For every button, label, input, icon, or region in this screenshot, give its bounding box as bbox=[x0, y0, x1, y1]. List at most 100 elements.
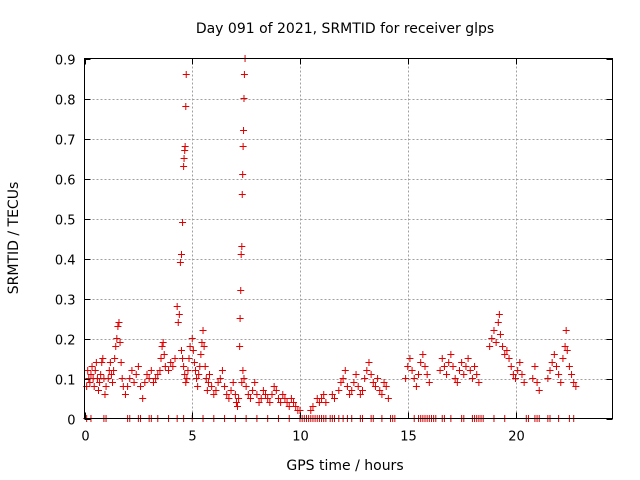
data-point bbox=[376, 387, 384, 394]
data-point bbox=[436, 367, 444, 374]
data-point bbox=[279, 391, 287, 398]
data-point bbox=[562, 327, 570, 334]
data-point bbox=[378, 391, 386, 398]
data-point bbox=[173, 303, 181, 310]
data-point bbox=[330, 395, 338, 402]
data-point bbox=[565, 363, 573, 370]
data-point bbox=[488, 335, 496, 342]
data-point bbox=[114, 323, 122, 330]
data-point bbox=[128, 367, 136, 374]
data-point bbox=[112, 343, 120, 350]
data-point bbox=[246, 395, 254, 402]
data-point bbox=[249, 387, 257, 394]
data-point bbox=[158, 343, 166, 350]
data-point bbox=[109, 379, 117, 386]
data-point bbox=[157, 355, 165, 362]
data-point bbox=[257, 395, 265, 402]
data-point bbox=[141, 379, 149, 386]
data-point bbox=[185, 355, 193, 362]
data-point bbox=[290, 399, 298, 406]
data-point bbox=[309, 403, 317, 410]
data-point bbox=[365, 359, 373, 366]
data-point bbox=[232, 399, 240, 406]
data-point bbox=[255, 399, 263, 406]
data-point bbox=[167, 359, 175, 366]
data-point bbox=[443, 371, 451, 378]
data-point bbox=[102, 383, 110, 390]
data-point bbox=[175, 311, 183, 318]
data-point bbox=[464, 355, 472, 362]
x-tick-label: 20 bbox=[508, 430, 525, 445]
data-point bbox=[281, 395, 289, 402]
data-point bbox=[408, 367, 416, 374]
data-point bbox=[546, 367, 554, 374]
data-point bbox=[124, 383, 132, 390]
data-point bbox=[130, 379, 138, 386]
data-point bbox=[415, 371, 423, 378]
data-point bbox=[212, 387, 220, 394]
data-point bbox=[159, 339, 167, 346]
data-point bbox=[101, 391, 109, 398]
data-point bbox=[348, 387, 356, 394]
x-axis-label: GPS time / hours bbox=[286, 458, 403, 474]
data-point bbox=[473, 371, 481, 378]
data-point bbox=[572, 383, 580, 390]
data-point bbox=[552, 363, 560, 370]
data-point bbox=[180, 163, 188, 170]
data-point bbox=[259, 387, 267, 394]
data-point bbox=[149, 379, 157, 386]
data-point bbox=[318, 395, 326, 402]
data-point bbox=[179, 219, 187, 226]
data-point bbox=[179, 355, 187, 362]
data-point bbox=[555, 371, 563, 378]
data-point bbox=[184, 367, 192, 374]
data-point bbox=[266, 399, 274, 406]
data-point bbox=[186, 343, 194, 350]
data-point bbox=[169, 363, 177, 370]
data-point bbox=[292, 403, 300, 410]
data-point bbox=[475, 379, 483, 386]
data-point bbox=[451, 375, 459, 382]
data-point bbox=[180, 155, 188, 162]
data-point bbox=[110, 367, 118, 374]
data-point bbox=[270, 383, 278, 390]
data-point bbox=[274, 395, 282, 402]
data-point bbox=[507, 363, 515, 370]
data-point bbox=[180, 363, 188, 370]
data-point bbox=[240, 375, 248, 382]
data-point bbox=[160, 351, 168, 358]
data-point bbox=[216, 375, 224, 382]
data-point bbox=[529, 375, 537, 382]
data-point bbox=[548, 359, 556, 366]
data-point bbox=[116, 339, 124, 346]
data-point bbox=[84, 367, 92, 374]
data-point bbox=[501, 351, 509, 358]
data-point bbox=[203, 387, 211, 394]
data-point bbox=[494, 319, 502, 326]
data-point bbox=[214, 379, 222, 386]
data-point bbox=[181, 371, 189, 378]
data-point bbox=[93, 375, 101, 382]
data-point bbox=[197, 351, 205, 358]
data-point bbox=[514, 367, 522, 374]
data-point bbox=[423, 371, 431, 378]
data-point bbox=[239, 171, 247, 178]
data-point bbox=[367, 371, 375, 378]
data-point bbox=[182, 379, 190, 386]
data-point bbox=[87, 371, 95, 378]
data-point bbox=[315, 399, 323, 406]
data-point bbox=[307, 407, 315, 414]
data-points bbox=[83, 55, 580, 422]
data-point bbox=[568, 371, 576, 378]
data-point bbox=[137, 383, 145, 390]
data-point bbox=[218, 367, 226, 374]
data-point bbox=[380, 379, 388, 386]
data-point bbox=[221, 383, 229, 390]
data-point bbox=[458, 359, 466, 366]
data-point bbox=[346, 391, 354, 398]
y-tick-label: 0.7 bbox=[55, 134, 76, 149]
data-point bbox=[199, 327, 207, 334]
data-point bbox=[143, 371, 151, 378]
data-point bbox=[287, 395, 295, 402]
